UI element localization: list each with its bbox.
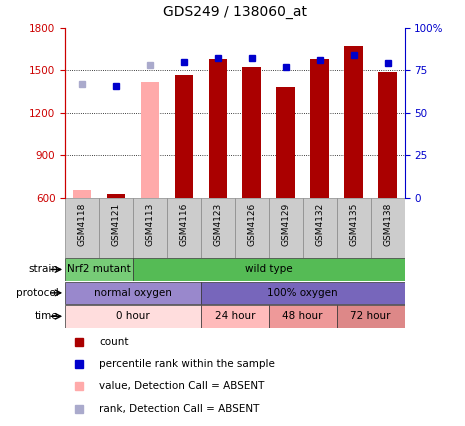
- Bar: [310, 59, 329, 198]
- Text: GSM4121: GSM4121: [112, 203, 120, 246]
- Text: 0 hour: 0 hour: [116, 311, 150, 321]
- Text: wild type: wild type: [245, 265, 292, 274]
- Bar: [65, 258, 133, 281]
- Text: GSM4126: GSM4126: [247, 203, 256, 246]
- Bar: [337, 305, 405, 328]
- Bar: [242, 67, 261, 198]
- Bar: [201, 198, 235, 258]
- Bar: [371, 198, 405, 258]
- Text: Nrf2 mutant: Nrf2 mutant: [67, 265, 131, 274]
- Bar: [133, 258, 405, 281]
- Text: 72 hour: 72 hour: [350, 311, 391, 321]
- Bar: [133, 198, 167, 258]
- Text: 24 hour: 24 hour: [214, 311, 255, 321]
- Text: value, Detection Call = ABSENT: value, Detection Call = ABSENT: [99, 381, 265, 391]
- Bar: [65, 305, 201, 328]
- Text: rank, Detection Call = ABSENT: rank, Detection Call = ABSENT: [99, 403, 259, 414]
- Text: protocol: protocol: [15, 288, 58, 298]
- Text: GSM4138: GSM4138: [383, 203, 392, 246]
- Text: time: time: [35, 311, 58, 321]
- Bar: [208, 59, 227, 198]
- Text: strain: strain: [28, 265, 58, 274]
- Bar: [174, 75, 193, 198]
- Text: 100% oxygen: 100% oxygen: [267, 288, 338, 298]
- Bar: [269, 305, 337, 328]
- Bar: [73, 190, 92, 198]
- Bar: [65, 198, 99, 258]
- Text: normal oxygen: normal oxygen: [94, 288, 172, 298]
- Bar: [378, 72, 397, 198]
- Text: GSM4113: GSM4113: [146, 203, 154, 246]
- Text: count: count: [99, 337, 128, 347]
- Bar: [201, 282, 405, 304]
- Bar: [235, 198, 269, 258]
- Text: percentile rank within the sample: percentile rank within the sample: [99, 359, 275, 368]
- Text: GSM4129: GSM4129: [281, 203, 290, 246]
- Bar: [269, 198, 303, 258]
- Text: GDS249 / 138060_at: GDS249 / 138060_at: [163, 5, 307, 19]
- Text: GSM4118: GSM4118: [78, 203, 86, 246]
- Bar: [201, 305, 269, 328]
- Bar: [344, 46, 363, 198]
- Text: GSM4123: GSM4123: [213, 203, 222, 246]
- Text: GSM4116: GSM4116: [179, 203, 188, 246]
- Bar: [276, 87, 295, 198]
- Text: GSM4135: GSM4135: [349, 203, 358, 246]
- Bar: [167, 198, 201, 258]
- Bar: [106, 194, 126, 198]
- Bar: [303, 198, 337, 258]
- Bar: [337, 198, 371, 258]
- Bar: [140, 82, 159, 198]
- Bar: [99, 198, 133, 258]
- Bar: [65, 282, 201, 304]
- Text: 48 hour: 48 hour: [282, 311, 323, 321]
- Text: GSM4132: GSM4132: [315, 203, 324, 246]
